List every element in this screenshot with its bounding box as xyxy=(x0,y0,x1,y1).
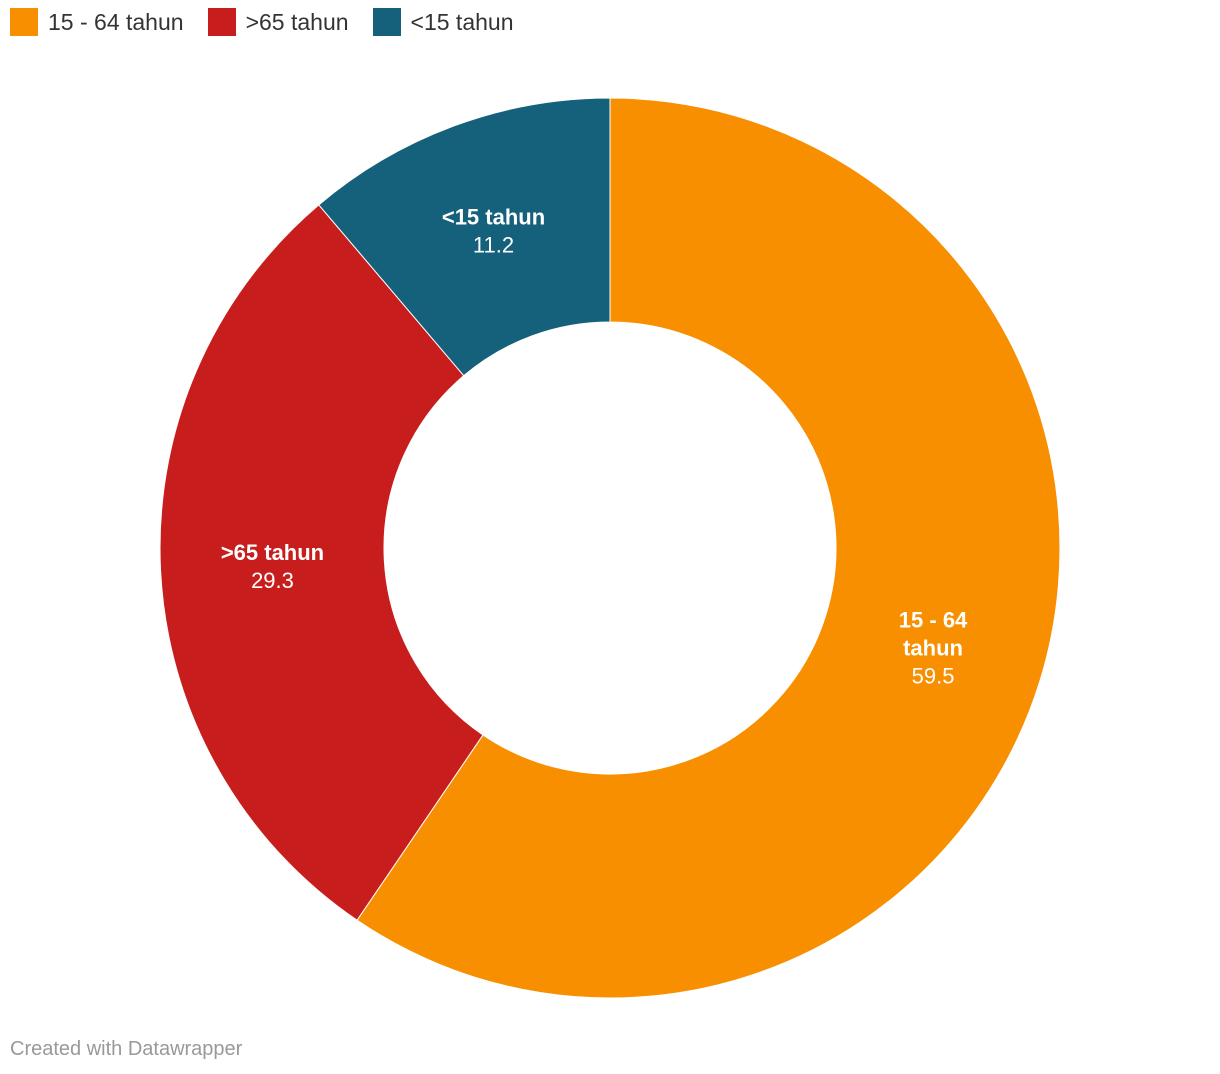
donut-slice-under-15 xyxy=(318,97,611,377)
donut-slice-15-64 xyxy=(356,97,1061,999)
slice-label-over-65: >65 tahun 29.3 xyxy=(221,540,324,593)
legend-swatch-15-64 xyxy=(10,8,38,36)
slice-name-under-15: <15 tahun xyxy=(442,205,545,230)
slice-label-15-64: 15 - 64 tahun 59.5 xyxy=(899,607,968,688)
legend-label-over-65: >65 tahun xyxy=(245,8,349,35)
slice-name-over-65: >65 tahun xyxy=(221,540,324,565)
donut-slice-over-65 xyxy=(159,204,484,921)
legend-label-under-15: <15 tahun xyxy=(410,8,514,35)
slice-value-over-65: 29.3 xyxy=(251,568,294,593)
slice-name-15-64: 15 - 64 xyxy=(899,607,968,632)
slice-name-15-64: tahun xyxy=(903,635,963,660)
chart-legend: 15 - 64 tahun >65 tahun <15 tahun xyxy=(10,8,538,36)
legend-item-over-65: >65 tahun xyxy=(207,8,349,36)
slice-value-under-15: 11.2 xyxy=(473,233,514,258)
legend-swatch-over-65 xyxy=(207,8,236,36)
slice-value-15-64: 59.5 xyxy=(912,663,955,688)
legend-item-15-64: 15 - 64 tahun xyxy=(10,8,184,36)
legend-swatch-under-15 xyxy=(372,8,401,36)
legend-label-15-64: 15 - 64 tahun xyxy=(48,8,184,35)
footer-credit: Created with Datawrapper xyxy=(10,1038,243,1060)
legend-item-under-15: <15 tahun xyxy=(372,8,514,36)
slice-label-under-15: <15 tahun 11.2 xyxy=(442,205,545,258)
